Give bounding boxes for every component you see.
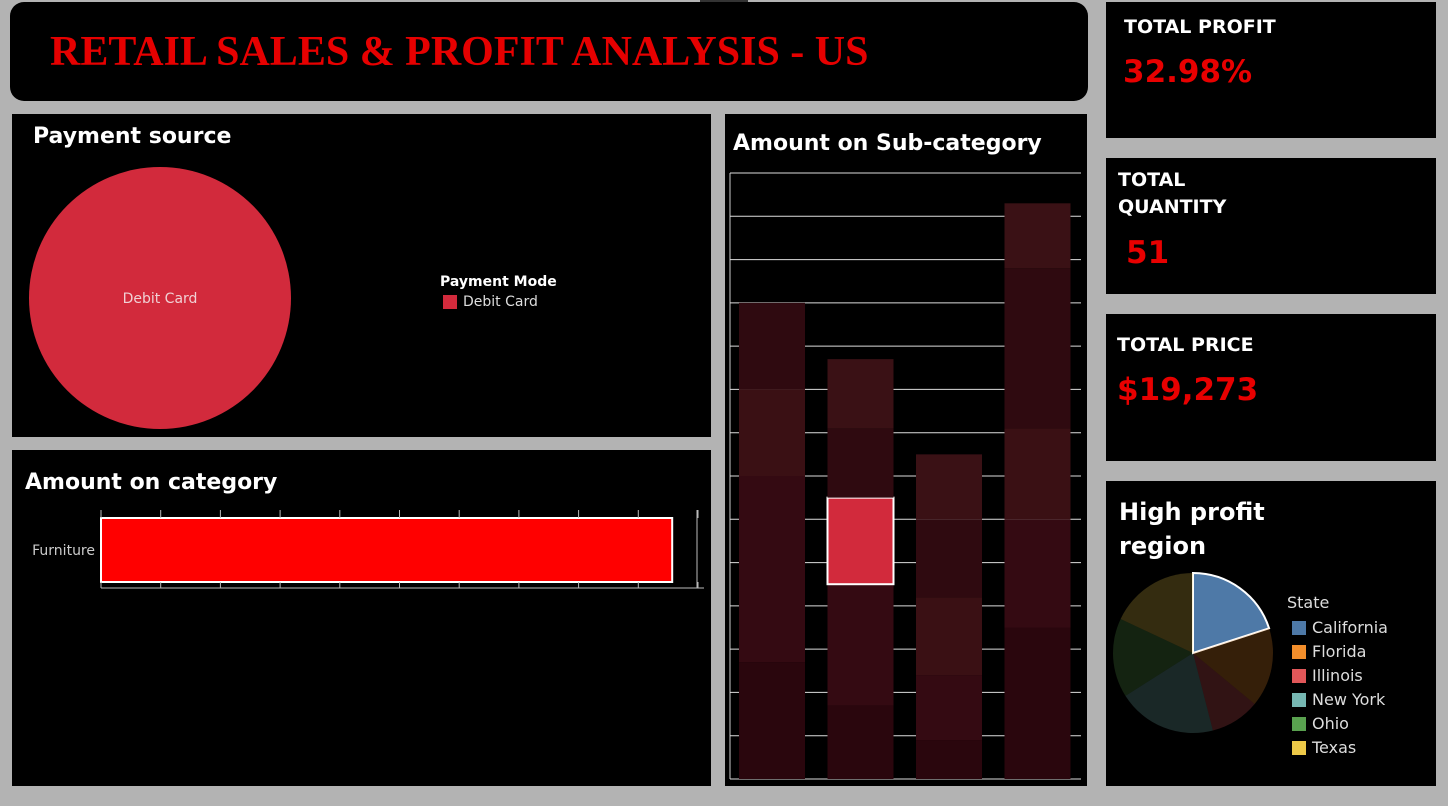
subcategory-bar-3-segment-2[interactable] bbox=[916, 675, 982, 741]
total-quantity-value: 51 bbox=[1126, 235, 1170, 271]
payment-pie-chart: Debit Card bbox=[29, 167, 291, 429]
pie-label-debit-card: Debit Card bbox=[123, 291, 198, 307]
pie-slice-texas[interactable] bbox=[1120, 573, 1193, 653]
subcategory-bar-4-segment-2[interactable] bbox=[1004, 519, 1071, 628]
legend-swatch bbox=[1292, 716, 1306, 731]
legend-label: Debit Card bbox=[463, 294, 538, 310]
payment-source-panel: Payment source Debit Card Payment Mode D… bbox=[12, 114, 711, 437]
subcategory-bar-4-segment-3[interactable] bbox=[1004, 428, 1071, 520]
legend-label: New York bbox=[1312, 690, 1386, 709]
subcategory-bar-2-segment-2[interactable] bbox=[827, 584, 894, 706]
legend-swatch bbox=[1292, 644, 1306, 659]
legend-item-california[interactable]: California bbox=[1292, 618, 1388, 637]
subcategory-bar-1-segment-3[interactable] bbox=[739, 389, 805, 476]
category-title: Amount on category bbox=[25, 470, 278, 495]
legend-item-texas[interactable]: Texas bbox=[1292, 738, 1356, 757]
total-quantity-label-line2: QUANTITY bbox=[1118, 196, 1227, 218]
subcategory-bar-3-segment-4[interactable] bbox=[916, 519, 982, 598]
title-banner: RETAIL SALES & PROFIT ANALYSIS - US bbox=[10, 2, 1088, 101]
legend-label: Ohio bbox=[1312, 714, 1349, 733]
total-quantity-label-line1: TOTAL bbox=[1118, 169, 1186, 191]
subcategory-bar-4-segment-5[interactable] bbox=[1004, 203, 1071, 269]
region-title-line1: High profit bbox=[1119, 498, 1265, 526]
subcategory-bar-2-segment-4[interactable] bbox=[827, 428, 894, 498]
total-price-value: $19,273 bbox=[1117, 372, 1259, 408]
subcategory-bar-2-segment-3[interactable] bbox=[826, 496, 895, 586]
top-edge-marker bbox=[700, 0, 748, 2]
total-profit-label: TOTAL PROFIT bbox=[1124, 16, 1276, 38]
subcategory-bar-4-segment-4[interactable] bbox=[1004, 268, 1071, 429]
region-legend-title: State bbox=[1287, 593, 1330, 612]
subcategory-bar-2-segment-1[interactable] bbox=[827, 705, 894, 779]
legend-swatch bbox=[1292, 668, 1306, 683]
total-profit-card: TOTAL PROFIT 32.98% bbox=[1106, 2, 1436, 138]
legend-item-debit-card[interactable]: Debit Card bbox=[443, 294, 538, 310]
category-bar-furniture[interactable] bbox=[100, 517, 674, 583]
legend-swatch bbox=[1292, 740, 1306, 755]
legend-swatch bbox=[1292, 692, 1306, 707]
legend-label: Texas bbox=[1312, 738, 1357, 757]
subcategory-bar-1-segment-4[interactable] bbox=[739, 302, 805, 390]
pie-slice-florida[interactable] bbox=[1193, 628, 1273, 704]
legend-item-florida[interactable]: Florida bbox=[1292, 642, 1366, 661]
legend-label: California bbox=[1312, 618, 1388, 637]
pie-slice-ohio[interactable] bbox=[1113, 618, 1193, 696]
high-profit-region-panel: High profit region State California Flori… bbox=[1106, 481, 1436, 786]
legend-label: Illinois bbox=[1312, 666, 1363, 685]
category-label-furniture: Furniture bbox=[32, 543, 95, 559]
legend-swatch bbox=[1292, 620, 1306, 635]
subcategory-stacked-bar-chart bbox=[729, 172, 1081, 780]
subcategory-title: Amount on Sub-category bbox=[733, 131, 1042, 156]
subcategory-bar-1-segment-2[interactable] bbox=[739, 476, 805, 663]
category-bar-chart: Furniture bbox=[32, 510, 704, 589]
subcategory-bar-3-segment-3[interactable] bbox=[916, 597, 982, 676]
category-panel: Amount on category Furniture bbox=[12, 450, 711, 786]
region-pie-chart bbox=[1113, 571, 1273, 733]
total-profit-value: 32.98% bbox=[1123, 54, 1253, 90]
total-price-card: TOTAL PRICE $19,273 bbox=[1106, 314, 1436, 461]
subcategory-bar-3-segment-5[interactable] bbox=[916, 454, 982, 520]
region-title-line2: region bbox=[1119, 532, 1207, 560]
legend-item-new-york[interactable]: New York bbox=[1292, 690, 1385, 709]
payment-source-title: Payment source bbox=[33, 124, 232, 149]
total-price-label: TOTAL PRICE bbox=[1117, 334, 1254, 356]
subcategory-bar-3-segment-1[interactable] bbox=[916, 740, 982, 779]
pie-slice-debit-card[interactable] bbox=[29, 167, 291, 429]
legend-item-ohio[interactable]: Ohio bbox=[1292, 714, 1349, 733]
subcategory-bar-2-segment-5[interactable] bbox=[827, 359, 894, 429]
legend-swatch bbox=[443, 295, 457, 309]
subcategory-bar-4-segment-1[interactable] bbox=[1004, 627, 1071, 780]
legend-item-illinois[interactable]: Illinois bbox=[1292, 666, 1363, 685]
pie-slice-california[interactable] bbox=[1192, 571, 1271, 655]
subcategory-panel: Amount on Sub-category bbox=[725, 114, 1087, 786]
subcategory-bar-1-segment-1[interactable] bbox=[739, 662, 805, 779]
payment-legend-title: Payment Mode bbox=[440, 274, 557, 290]
dashboard-title: RETAIL SALES & PROFIT ANALYSIS - US bbox=[50, 29, 869, 75]
pie-slice-new-york[interactable] bbox=[1125, 653, 1213, 733]
total-quantity-card: TOTAL QUANTITY 51 bbox=[1106, 158, 1436, 294]
pie-slice-illinois[interactable] bbox=[1193, 653, 1255, 731]
legend-label: Florida bbox=[1312, 642, 1367, 661]
